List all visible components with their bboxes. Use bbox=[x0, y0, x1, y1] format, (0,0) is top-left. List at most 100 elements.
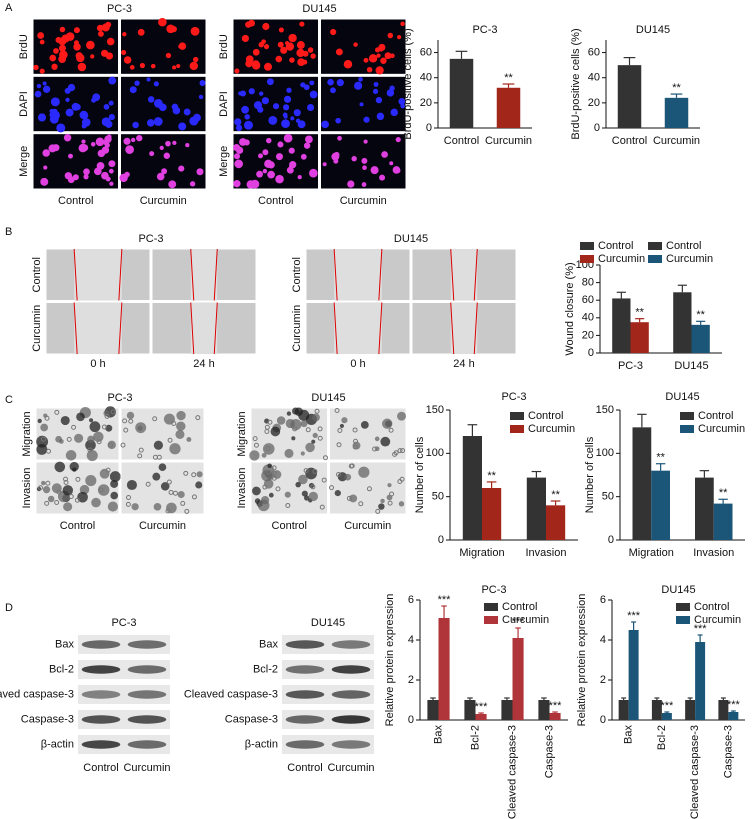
cell bbox=[39, 68, 45, 74]
pore bbox=[44, 415, 50, 421]
cell bbox=[379, 174, 386, 181]
cell bbox=[300, 451, 305, 456]
cell bbox=[105, 120, 113, 128]
panel-title: DU145 bbox=[311, 392, 345, 404]
cell bbox=[89, 418, 94, 423]
cell bbox=[147, 96, 155, 103]
cell bbox=[134, 80, 140, 86]
cell bbox=[378, 503, 385, 510]
cell bbox=[261, 470, 273, 482]
pore bbox=[375, 508, 381, 514]
cell bbox=[176, 63, 181, 69]
significance: *** bbox=[660, 700, 674, 712]
significance: *** bbox=[627, 610, 641, 622]
cell bbox=[93, 431, 104, 443]
cell bbox=[121, 49, 127, 56]
cell bbox=[198, 94, 204, 100]
blot-band bbox=[331, 715, 371, 724]
cell bbox=[261, 97, 269, 105]
cell bbox=[196, 471, 203, 478]
cell bbox=[122, 32, 127, 37]
y-tick-label: 60 bbox=[582, 294, 594, 306]
significance: ** bbox=[672, 82, 681, 94]
col-label: Curcumin bbox=[340, 195, 387, 207]
cell bbox=[135, 422, 147, 434]
pore bbox=[54, 499, 60, 505]
pore bbox=[104, 413, 110, 419]
cell bbox=[278, 27, 284, 33]
bar bbox=[438, 618, 450, 720]
blot-band bbox=[127, 690, 167, 699]
row-label: Merge bbox=[18, 146, 30, 177]
pore bbox=[252, 436, 258, 442]
wound-edge bbox=[473, 302, 478, 355]
cell bbox=[312, 432, 318, 439]
cell bbox=[163, 152, 171, 159]
cell bbox=[235, 124, 243, 132]
cell bbox=[261, 452, 267, 458]
cell bbox=[295, 481, 301, 488]
cell bbox=[241, 105, 249, 114]
cell bbox=[381, 418, 393, 429]
pore bbox=[105, 467, 111, 473]
cell bbox=[244, 114, 250, 120]
cell bbox=[36, 443, 48, 455]
y-axis-label: Relative protein expression bbox=[576, 594, 588, 727]
pore bbox=[166, 479, 172, 485]
cell bbox=[373, 81, 379, 87]
row-label: Curcumin bbox=[31, 305, 43, 352]
cell bbox=[36, 83, 42, 89]
legend-swatch bbox=[648, 255, 662, 263]
cell bbox=[284, 491, 291, 498]
cell bbox=[79, 110, 89, 120]
pore bbox=[353, 438, 359, 444]
blot-band bbox=[81, 715, 121, 724]
cell bbox=[303, 142, 311, 149]
legend-swatch bbox=[648, 242, 662, 250]
significance: *** bbox=[512, 616, 526, 628]
significance: ** bbox=[656, 452, 665, 464]
pore bbox=[292, 426, 298, 432]
cell bbox=[108, 114, 115, 121]
cell bbox=[308, 491, 319, 502]
pore bbox=[262, 484, 268, 490]
pore bbox=[321, 477, 327, 483]
cell bbox=[125, 145, 134, 154]
y-tick-label: 4 bbox=[600, 634, 606, 646]
row-label: Bcl-2 bbox=[49, 663, 74, 675]
cell bbox=[137, 28, 145, 36]
panel-title: DU145 bbox=[311, 617, 345, 629]
cell bbox=[305, 442, 315, 453]
cell bbox=[176, 410, 186, 421]
row-label: Caspase-3 bbox=[225, 713, 278, 725]
pore bbox=[195, 415, 201, 421]
cell bbox=[85, 475, 97, 487]
row-label: Caspase-3 bbox=[21, 713, 74, 725]
pore bbox=[310, 484, 316, 490]
row-label: DAPI bbox=[18, 91, 30, 117]
cell bbox=[233, 179, 241, 188]
y-tick-label: 6 bbox=[408, 594, 414, 606]
col-label: 24 h bbox=[453, 358, 474, 370]
y-tick-label: 20 bbox=[420, 97, 432, 109]
chart-title: DU145 bbox=[661, 584, 695, 596]
cell bbox=[183, 108, 191, 116]
y-tick-label: 80 bbox=[582, 277, 594, 289]
image-cell bbox=[320, 18, 407, 75]
cell bbox=[33, 64, 39, 71]
col-label: 24 h bbox=[193, 358, 214, 370]
cell bbox=[62, 485, 74, 496]
x-tick-label: Bax bbox=[623, 725, 635, 744]
cell bbox=[353, 42, 358, 47]
cell bbox=[243, 120, 253, 130]
cell bbox=[52, 144, 60, 152]
significance: ** bbox=[635, 307, 644, 319]
blot-band bbox=[285, 715, 325, 724]
pore bbox=[303, 468, 309, 474]
cell bbox=[172, 106, 181, 115]
cell bbox=[110, 479, 119, 488]
legend-label: Curcumin bbox=[666, 253, 713, 265]
panel-letter: A bbox=[5, 2, 13, 14]
cell bbox=[322, 162, 327, 167]
x-tick-label: Bcl-2 bbox=[656, 725, 668, 750]
